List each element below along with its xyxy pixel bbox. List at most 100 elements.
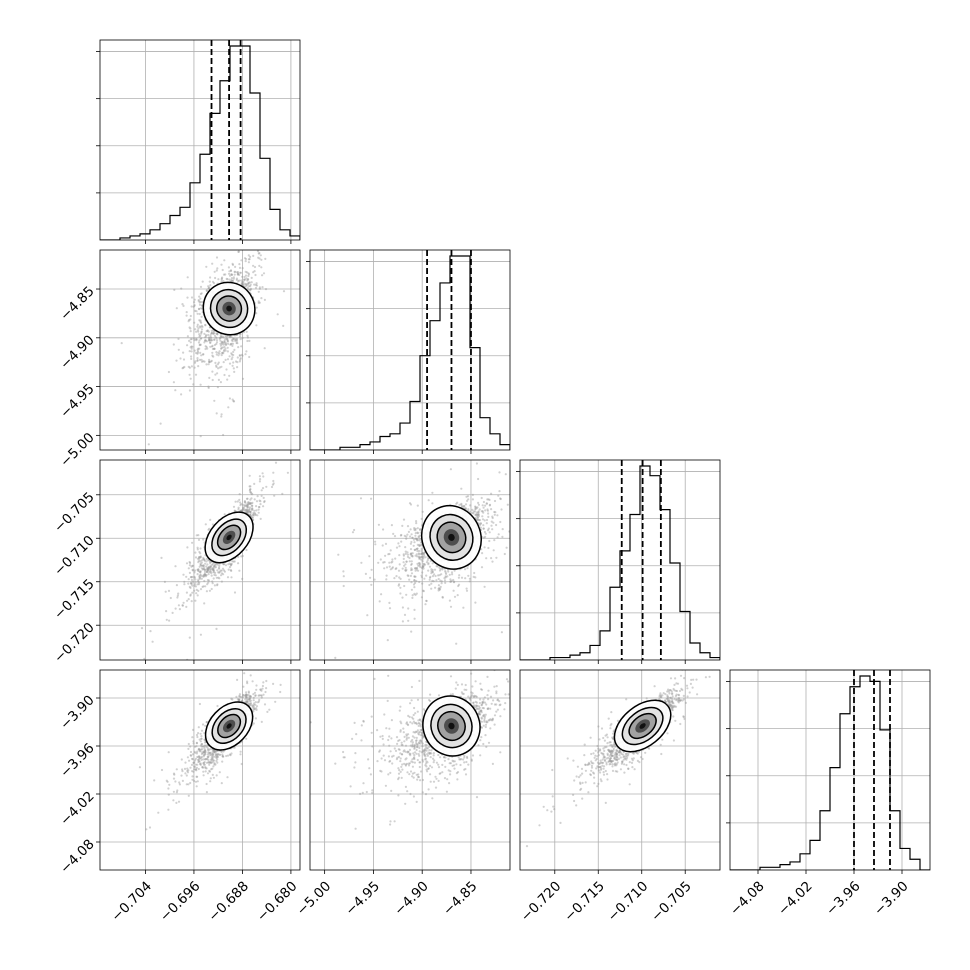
sample-point <box>197 559 200 562</box>
sample-point <box>428 576 432 579</box>
sample-point <box>217 278 220 281</box>
y-tick-label: −0.720 <box>51 620 98 667</box>
sample-point <box>471 508 474 511</box>
sample-point <box>206 583 209 586</box>
sample-point <box>197 347 200 350</box>
sample-point <box>246 506 249 509</box>
sample-point <box>230 273 233 277</box>
sample-point <box>200 332 203 335</box>
sample-point <box>427 499 430 502</box>
sample-point <box>239 338 242 341</box>
sample-point <box>501 535 504 539</box>
sample-point <box>246 700 249 704</box>
sample-point <box>200 577 203 580</box>
sample-point <box>250 504 254 507</box>
panel-frame <box>309 459 511 661</box>
sample-point <box>235 695 238 699</box>
sample-point <box>414 537 417 540</box>
sample-point <box>227 272 231 275</box>
sample-point <box>260 489 263 492</box>
sample-point <box>191 564 194 567</box>
sample-point <box>486 508 489 511</box>
sample-point <box>245 503 248 506</box>
sample-point <box>246 510 249 513</box>
sample-point <box>251 507 254 510</box>
sample-point <box>200 559 204 562</box>
sample-point <box>418 544 422 547</box>
sample-point <box>400 540 403 543</box>
sample-point <box>417 569 420 572</box>
sample-point <box>191 568 194 572</box>
sample-point <box>233 270 236 273</box>
sample-point <box>220 580 223 583</box>
sample-point <box>203 360 206 363</box>
sample-point <box>210 754 213 757</box>
sample-point <box>230 752 233 755</box>
sample-point <box>186 769 189 773</box>
sample-point <box>203 574 206 577</box>
sample-point <box>394 567 397 571</box>
sample-point <box>284 654 286 656</box>
sample-point <box>449 605 453 608</box>
sample-point <box>218 566 221 569</box>
sample-point <box>221 755 224 758</box>
sample-point <box>418 557 421 561</box>
sample-point <box>493 510 496 514</box>
sample-point <box>197 732 200 735</box>
sample-point <box>205 289 208 292</box>
sample-point <box>203 763 206 766</box>
sample-point <box>212 571 215 574</box>
sample-point <box>460 487 463 490</box>
sample-point <box>420 574 423 577</box>
sample-point <box>491 528 494 531</box>
sample-point <box>188 339 191 342</box>
sample-point <box>182 358 186 361</box>
sample-point <box>449 580 452 583</box>
sample-point <box>213 347 216 350</box>
sample-point <box>231 280 234 283</box>
sample-point <box>209 565 212 568</box>
sample-point <box>438 569 442 572</box>
sample-point <box>417 555 420 558</box>
sample-point <box>220 341 223 344</box>
sample-point <box>407 530 410 534</box>
sample-point <box>212 568 215 572</box>
sample-point <box>198 295 201 298</box>
sample-point <box>216 267 219 270</box>
sample-point <box>207 581 210 584</box>
sample-point <box>255 306 258 309</box>
sample-point <box>247 702 251 706</box>
sample-point <box>215 269 218 272</box>
sample-point <box>241 336 244 340</box>
sample-point <box>193 576 196 579</box>
sample-point <box>420 566 423 570</box>
sample-point <box>247 510 250 513</box>
sample-point <box>405 593 408 596</box>
panel-2-0: −0.720−0.715−0.710−0.705 <box>51 459 301 667</box>
sample-point <box>261 472 264 475</box>
sample-point <box>410 572 414 575</box>
sample-point <box>353 528 356 532</box>
sample-point <box>228 355 231 358</box>
sample-point <box>194 768 198 771</box>
sample-point <box>488 539 491 543</box>
sample-point <box>257 511 260 514</box>
sample-point <box>255 312 258 315</box>
y-tick-label: −4.85 <box>57 283 98 324</box>
sample-point <box>255 505 258 508</box>
sample-point <box>203 751 206 754</box>
sample-point <box>418 553 421 556</box>
sample-point <box>207 336 211 339</box>
sample-point <box>247 501 250 504</box>
sample-point <box>197 300 200 303</box>
sample-point <box>230 339 233 342</box>
sample-point <box>421 552 424 555</box>
sample-point <box>192 740 195 743</box>
sample-point <box>202 558 205 561</box>
sample-point <box>347 685 349 687</box>
sample-point <box>415 538 418 541</box>
sample-point <box>235 337 239 340</box>
sample-point <box>248 698 251 701</box>
sample-point <box>165 610 168 613</box>
